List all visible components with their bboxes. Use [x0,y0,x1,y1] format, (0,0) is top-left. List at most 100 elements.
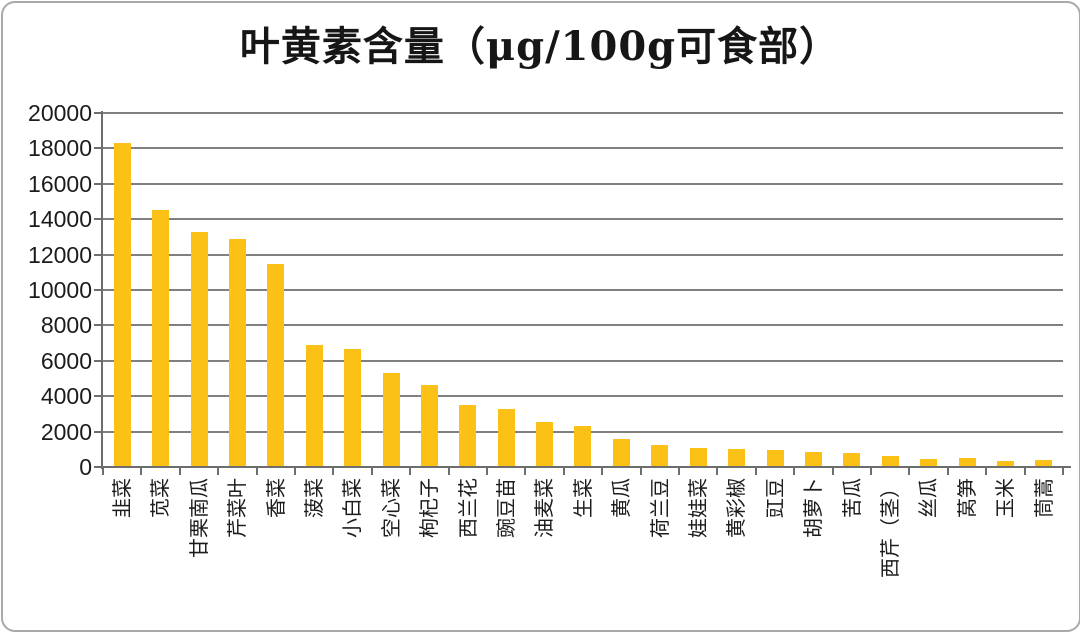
y-axis-tick-label: 4000 [40,383,92,410]
bar [767,450,784,467]
x-axis-tick [832,468,834,475]
x-axis-category-label-text: 苦瓜 [841,478,864,518]
x-axis-category-label: 黄彩椒 [717,478,756,624]
bar [267,264,284,467]
bar [651,445,668,467]
x-axis-tick [1062,468,1064,475]
bar [536,422,553,467]
bar [920,459,937,467]
bar [690,448,707,467]
x-axis-category-label: 苦瓜 [833,478,872,624]
x-axis-category-label: 韭菜 [103,478,142,624]
y-axis-tick [94,289,103,291]
x-axis-category-label-text: 荷兰豆 [649,478,672,538]
x-axis-category-label: 丝瓜 [909,478,948,624]
x-axis-category-label-text: 芹菜叶 [226,478,249,538]
x-axis-category-label: 空心菜 [372,478,411,624]
x-axis-category-label-text: 生菜 [572,478,595,518]
x-axis-tick [985,468,987,475]
x-axis-category-label-text: 枸杞子 [418,478,441,538]
x-axis-category-label-text: 甘栗南瓜 [188,478,211,558]
x-axis-tick [140,468,142,475]
x-axis-category-label-text: 黄彩椒 [725,478,748,538]
gridline [103,182,1063,185]
y-axis-tick-label: 2000 [40,418,92,445]
chart-title: 叶黄素含量（μg/100g可食部） [239,23,841,70]
bar [843,453,860,467]
x-axis-tick [332,468,334,475]
x-axis-category-label: 生菜 [564,478,603,624]
x-axis-category-label-text: 玉米 [994,478,1017,518]
x-axis-tick [371,468,373,475]
x-axis-line [95,466,1071,468]
x-axis-category-label: 甘栗南瓜 [180,478,219,624]
y-axis-tick [94,253,103,256]
y-axis-tick [94,430,103,433]
x-axis-tick [908,468,910,475]
bar [613,439,630,467]
y-axis-tick-label: 6000 [40,347,92,374]
bar [805,452,822,467]
y-axis-tick [94,324,103,327]
x-axis-category-label: 小白菜 [333,478,372,624]
y-axis-tick-label: 10000 [28,277,92,303]
gridline [103,112,1063,114]
y-axis-tick-label: 20000 [28,100,92,126]
x-axis-category-label-text: 空心菜 [380,478,403,538]
gridline [103,359,1063,362]
x-axis-category-label: 玉米 [986,478,1025,624]
x-axis-category-label-text: 豇豆 [764,478,787,518]
y-axis-tick [94,112,103,114]
x-axis-category-label: 荷兰豆 [641,478,680,624]
x-axis-category-label-text: 菠菜 [303,478,326,518]
gridline [103,218,1063,221]
x-axis-tick [755,468,757,475]
y-axis-tick-label: 12000 [28,241,92,268]
x-axis-tick [563,468,565,475]
x-axis-category-label: 胡萝卜 [794,478,833,624]
x-axis-category-label: 菠菜 [295,478,334,624]
x-axis-category-label: 莴笋 [948,478,987,624]
gridline [103,147,1063,150]
y-axis-tick-label: 8000 [40,312,92,339]
x-axis-category-label: 苋菜 [141,478,180,624]
x-axis-category-label: 豇豆 [756,478,795,624]
bar [498,409,515,467]
bar [997,461,1014,467]
x-axis-category-label: 西芹（茎） [871,478,910,624]
x-axis-tick [256,468,258,475]
bar [229,239,246,467]
x-axis-category-label-text: 莴笋 [956,478,979,518]
x-axis-category-label: 娃娃菜 [679,478,718,624]
x-axis-category-label-text: 西兰花 [457,478,480,538]
bar [152,210,169,467]
bar [959,458,976,467]
bar [306,345,323,467]
x-axis-category-label-text: 黄瓜 [610,478,633,518]
bar [191,232,208,467]
y-axis-tick [94,395,103,398]
x-axis-category-label-text: 豌豆苗 [495,478,518,538]
y-axis-tick-label: 14000 [28,206,92,233]
x-axis-tick [947,468,949,475]
plot-area [103,112,1063,467]
y-axis-tick [94,466,103,468]
x-axis-category-label-text: 小白菜 [341,478,364,538]
x-axis-tick [793,468,795,475]
x-axis-tick [524,468,526,475]
bar [882,456,899,467]
x-axis-tick [217,468,219,475]
x-axis-category-label-text: 娃娃菜 [687,478,710,538]
x-axis-category-label-text: 韭菜 [111,478,134,518]
x-axis-tick [102,468,104,475]
x-axis-category-label: 黄瓜 [602,478,641,624]
y-axis-tick-label: 16000 [28,170,92,197]
gridline [103,253,1063,256]
x-axis-tick [678,468,680,475]
x-axis-tick [448,468,450,475]
x-axis-category-label-text: 香菜 [265,478,288,518]
gridline [103,289,1063,291]
y-axis-tick [94,182,103,185]
x-axis-category-label: 枸杞子 [410,478,449,624]
